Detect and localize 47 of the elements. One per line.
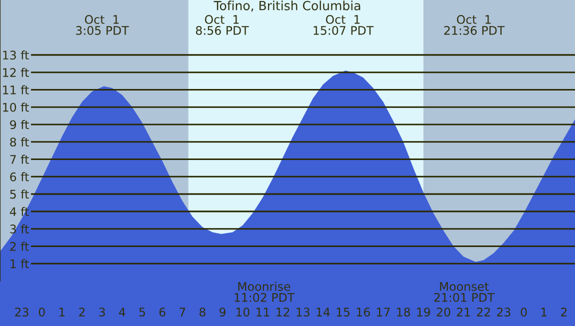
x-tick-label: 2	[561, 308, 567, 316]
y-tick-label: 1 ft	[10, 259, 29, 268]
x-tick-label: 12	[276, 308, 290, 316]
y-tick-label: 5 ft	[10, 190, 29, 199]
x-tick-label: 5	[139, 308, 145, 317]
x-tick-label: 11	[256, 308, 270, 316]
x-tick-label: 23	[15, 308, 28, 317]
y-tick-label: 9 ft	[10, 120, 29, 130]
x-tick-label: 4	[118, 308, 126, 316]
annotation: Oct 1 8:56 PDT	[196, 15, 249, 35]
y-tick-label: 3 ft	[10, 224, 29, 234]
x-tick-label: 0	[38, 308, 45, 317]
y-tick-label: 11 ft	[3, 85, 29, 94]
y-tick-label: 10 ft	[3, 102, 29, 112]
x-tick-label: 13	[296, 308, 310, 317]
x-tick-label: 0	[520, 308, 527, 317]
annotation: Oct 1 21:36 PDT	[444, 15, 505, 35]
y-tick-label: 7 ft	[10, 154, 29, 164]
x-tick-label: 8	[200, 308, 206, 317]
text: Moonrise 11:02 PDT	[234, 282, 295, 302]
x-tick-label: 17	[377, 308, 390, 316]
x-tick-label: 3	[99, 308, 105, 317]
x-tick-label: 7	[180, 308, 186, 316]
x-tick-label: 16	[356, 308, 370, 317]
x-tick-label: 1	[59, 308, 65, 316]
x-tick-label: 14	[316, 308, 330, 316]
x-tick-label: 6	[159, 308, 166, 317]
x-tick-label: 1	[541, 308, 547, 316]
y-tick-label: 13 ft	[3, 50, 29, 60]
x-tick-label: 18	[397, 308, 410, 317]
x-tick-label: 22	[476, 308, 490, 316]
x-tick-label: 2	[79, 308, 85, 316]
x-tick-label: 15	[336, 308, 350, 317]
x-tick-label: 20	[436, 308, 450, 317]
y-tick-label: 12 ft	[3, 68, 29, 77]
y-tick-label: 6 ft	[10, 172, 29, 182]
text: Moonset 21:01 PDT	[434, 282, 495, 302]
annotation: Oct 1 3:05 PDT	[76, 15, 129, 35]
x-tick-label: 21	[456, 308, 470, 316]
y-tick-label: 8 ft	[10, 137, 29, 147]
x-tick-label: 19	[417, 308, 430, 317]
chart-title: Tofino, British Columbia	[214, 0, 360, 12]
y-tick-label: 2 ft	[10, 242, 29, 251]
x-tick-label: 23	[497, 308, 510, 317]
x-tick-label: 10	[236, 308, 250, 317]
annotation: Oct 1 15:07 PDT	[314, 15, 374, 35]
x-tick-label: 9	[220, 308, 226, 317]
